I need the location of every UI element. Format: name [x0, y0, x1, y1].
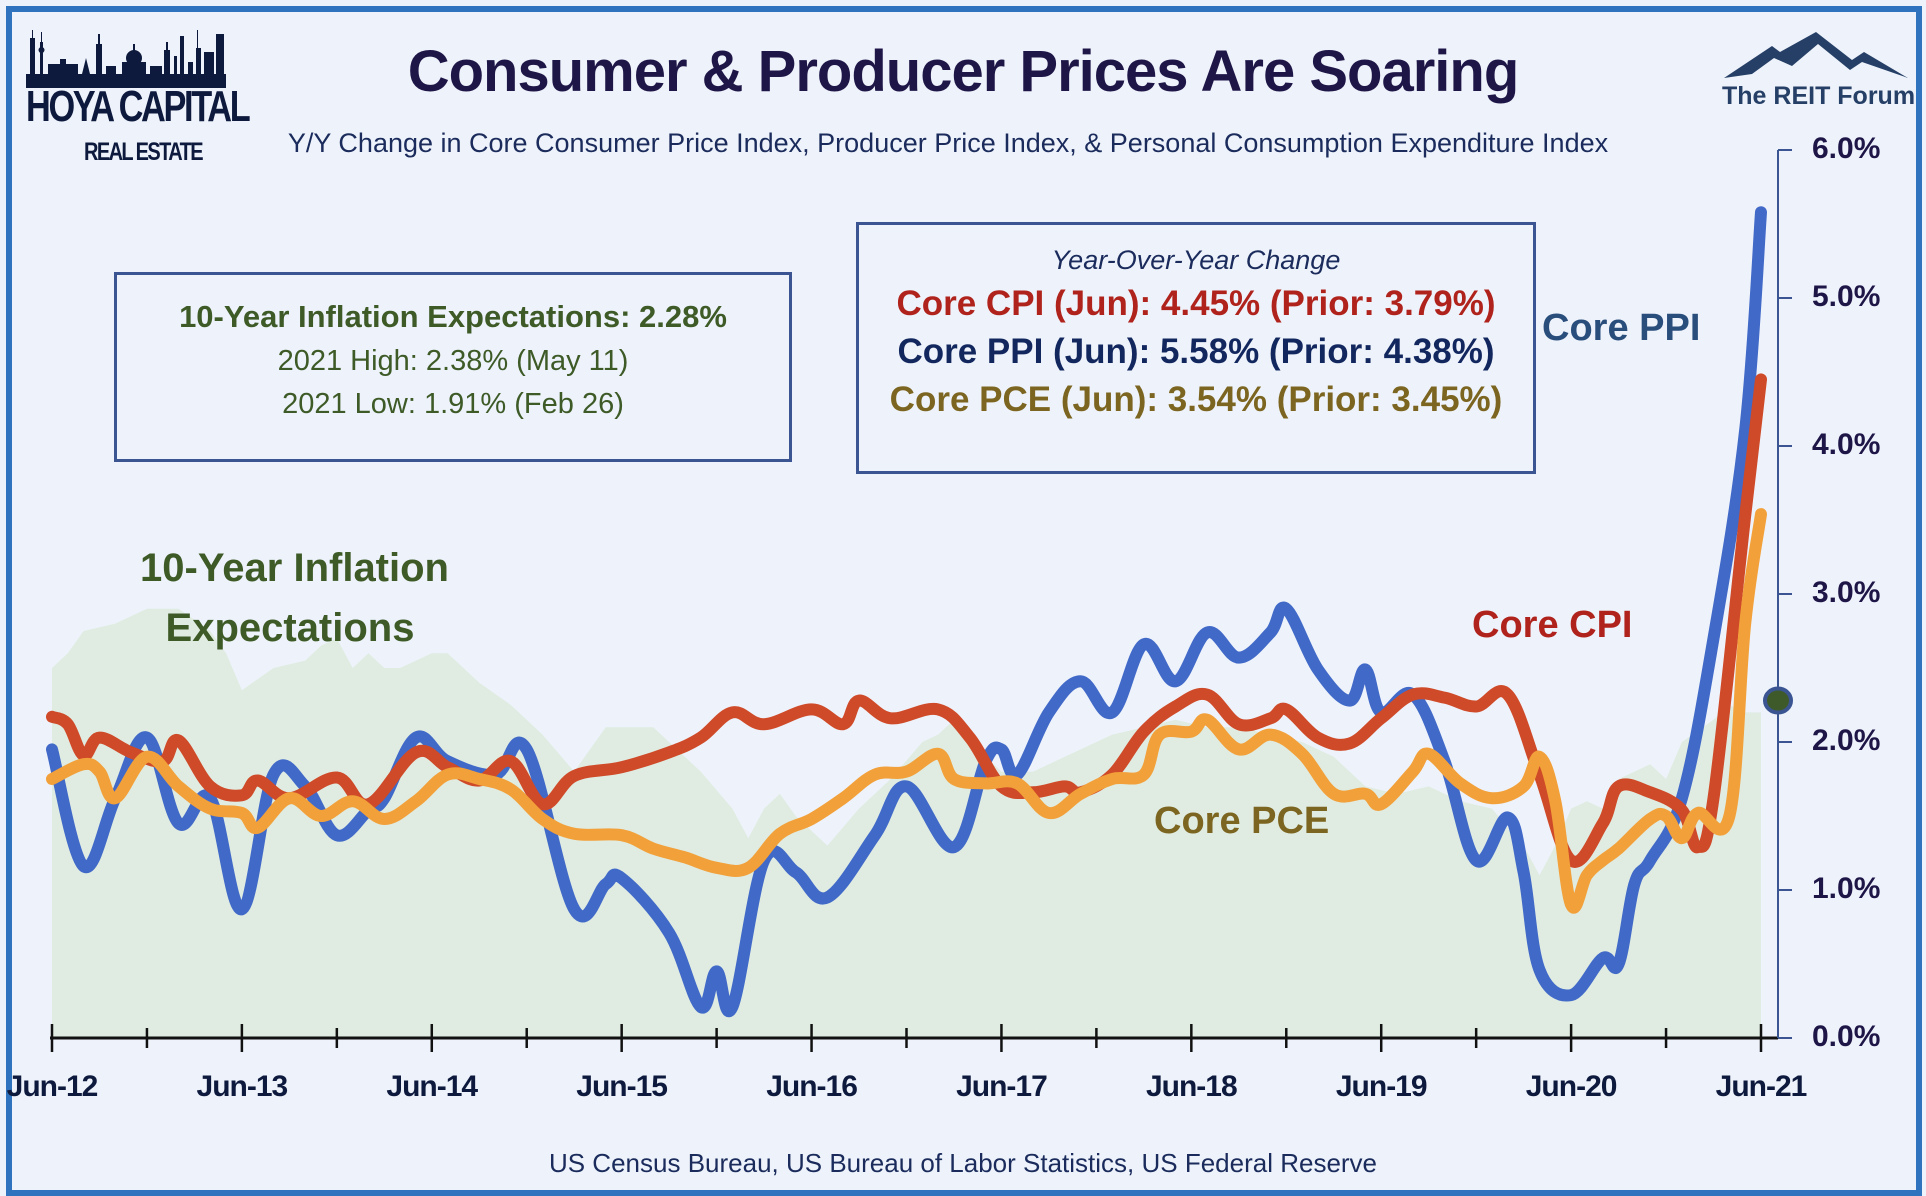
- inflation-expectations-box: 10-Year Inflation Expectations: 2.28% 20…: [114, 272, 792, 462]
- y-tick-label: 1.0%: [1812, 872, 1881, 905]
- yoy-core-ppi: Core PPI (Jun): 5.58% (Prior: 4.38%): [897, 332, 1495, 371]
- series-label-core-cpi: Core CPI: [1472, 604, 1633, 646]
- x-tick-label: Jun-17: [956, 1070, 1048, 1103]
- mountain-icon: [1724, 32, 1908, 78]
- x-tick-label: Jun-18: [1145, 1070, 1238, 1103]
- x-tick-label: Jun-14: [386, 1070, 478, 1103]
- x-tick-label: Jun-19: [1335, 1070, 1428, 1103]
- area-inflation-expectations: [52, 608, 1761, 1038]
- y-tick-label: 3.0%: [1812, 576, 1881, 609]
- x-tick-label: Jun-20: [1525, 1070, 1618, 1103]
- y-tick-label: 4.0%: [1812, 428, 1881, 461]
- series-label-inflation-line2: Expectations: [165, 606, 415, 650]
- city-skyline-icon: [26, 30, 226, 88]
- yoy-heading: Year-Over-Year Change: [1051, 245, 1341, 275]
- yoy-change-box: Year-Over-Year Change Core CPI (Jun): 4.…: [856, 222, 1536, 474]
- x-tick-label: Jun-12: [6, 1070, 99, 1103]
- y-tick-label: 6.0%: [1812, 132, 1881, 165]
- y-tick-label: 2.0%: [1812, 724, 1881, 757]
- inflation-expectations-headline: 10-Year Inflation Expectations: 2.28%: [179, 299, 727, 334]
- inflation-2021-low: 2021 Low: 1.91% (Feb 26): [282, 388, 624, 420]
- chart-subtitle: Y/Y Change in Core Consumer Price Index,…: [287, 128, 1609, 158]
- reit-forum-logo: The REIT Forum: [1722, 30, 1916, 120]
- chart-title: Consumer & Producer Prices Are Soaring: [407, 39, 1520, 104]
- y-tick-label: 0.0%: [1812, 1020, 1881, 1053]
- inflation-2021-high: 2021 High: 2.38% (May 11): [277, 345, 629, 377]
- x-tick-label: Jun-16: [766, 1070, 858, 1103]
- yoy-core-cpi: Core CPI (Jun): 4.45% (Prior: 3.79%): [896, 284, 1496, 323]
- x-tick-label: Jun-13: [196, 1070, 289, 1103]
- y-tick-label: 5.0%: [1812, 280, 1881, 313]
- hoya-capital-logo: HOYA CAPITAL REAL ESTATE: [26, 28, 251, 188]
- series-label-core-pce: Core PCE: [1154, 800, 1330, 842]
- source-note: US Census Bureau, US Bureau of Labor Sta…: [548, 1148, 1378, 1178]
- reit-forum-text: The REIT Forum: [1722, 82, 1916, 110]
- line-core-pce: [46, 508, 1767, 914]
- series-label-inflation-expectations: 10-Year Inflation Expectations: [140, 538, 449, 658]
- yoy-core-pce: Core PCE (Jun): 3.54% (Prior: 3.45%): [889, 380, 1503, 419]
- logo-text-secondary: REAL ESTATE: [84, 138, 204, 166]
- x-tick-label: Jun-21: [1715, 1070, 1808, 1103]
- series-label-core-ppi: Core PPI: [1542, 307, 1701, 349]
- x-tick-label: Jun-15: [576, 1070, 668, 1103]
- series-label-inflation-line1: 10-Year Inflation: [140, 546, 449, 590]
- inflation-expectations-marker: [1763, 686, 1793, 715]
